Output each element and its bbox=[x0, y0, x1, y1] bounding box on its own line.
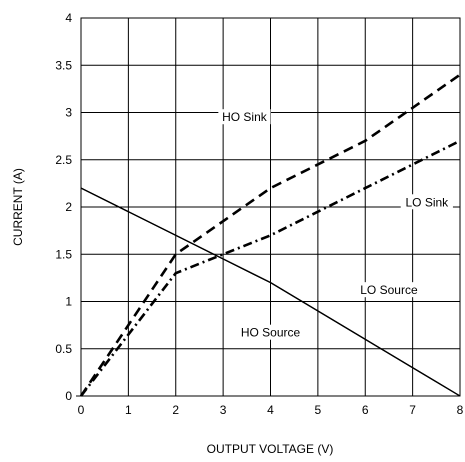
y-tick-label: 2 bbox=[65, 200, 72, 214]
y-tick-labels: 0 0.5 1 1.5 2 2.5 3 3.5 4 bbox=[55, 11, 72, 403]
annotation-label: LO Source bbox=[360, 283, 418, 297]
annotation-label: LO Sink bbox=[405, 195, 449, 209]
annotation-label: HO Source bbox=[241, 326, 301, 340]
x-tick-label: 6 bbox=[362, 403, 369, 417]
series-lines bbox=[79, 73, 461, 397]
y-tick-label: 0.5 bbox=[55, 342, 72, 356]
annotation-background bbox=[400, 194, 453, 210]
series-line-lo-source bbox=[80, 187, 461, 397]
annotation-background bbox=[356, 282, 422, 298]
series-line-ho-sink bbox=[79, 73, 461, 397]
y-tick-label: 2.5 bbox=[55, 153, 72, 167]
x-tick-label: 0 bbox=[78, 403, 85, 417]
x-tick-label: 4 bbox=[267, 403, 274, 417]
y-tick-label: 0 bbox=[65, 389, 72, 403]
x-tick-label: 7 bbox=[409, 403, 416, 417]
x-tick-label: 1 bbox=[125, 403, 132, 417]
x-tick-label: 2 bbox=[172, 403, 179, 417]
y-axis-label: CURRENT (A) bbox=[11, 168, 25, 246]
y-tick-label: 4 bbox=[65, 11, 72, 25]
plot-frame bbox=[80, 17, 461, 397]
annotation-background bbox=[218, 109, 271, 125]
x-tick-label: 8 bbox=[457, 403, 464, 417]
annotation-label: HO Sink bbox=[222, 110, 268, 124]
series-line-lo-sink bbox=[79, 139, 461, 397]
x-tick-labels: 0 1 2 3 4 5 6 7 8 bbox=[78, 403, 464, 417]
annotation-background bbox=[237, 324, 304, 340]
x-tick-label: 3 bbox=[220, 403, 227, 417]
x-axis-label: OUTPUT VOLTAGE (V) bbox=[207, 442, 334, 456]
y-tick-label: 3 bbox=[65, 106, 72, 120]
annotations: HO Sink LO Sink LO Source HO Source bbox=[218, 109, 453, 340]
y-tick-label: 1 bbox=[65, 295, 72, 309]
y-tick-label: 3.5 bbox=[55, 58, 72, 72]
y-tick-label: 1.5 bbox=[55, 247, 72, 261]
x-tick-label: 5 bbox=[315, 403, 322, 417]
